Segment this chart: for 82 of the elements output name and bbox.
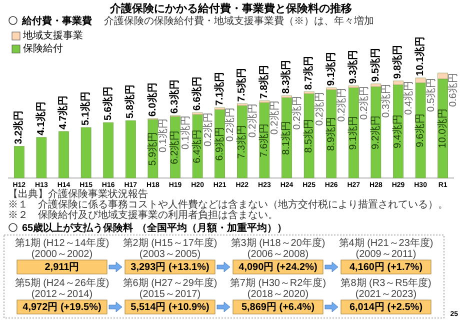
bar bbox=[304, 94, 314, 178]
data-label: 0.2兆円 bbox=[268, 100, 281, 135]
total-label: 9.3兆円 bbox=[347, 50, 360, 84]
total-label: 7.8兆円 bbox=[258, 64, 270, 99]
data-label: 8.9兆円 bbox=[324, 116, 337, 151]
total-label: 10.1兆円 bbox=[414, 36, 426, 76]
data-label: 9.2兆円 bbox=[369, 115, 382, 150]
data-label: 9.1兆円 bbox=[347, 116, 360, 150]
text: 4,090円 (+24.2%) bbox=[238, 262, 318, 273]
total-label: 5.1兆円 bbox=[80, 92, 92, 126]
data-label: 7.3兆円 bbox=[236, 124, 248, 159]
data-label: 0.2兆円 bbox=[246, 104, 258, 138]
category-label: 第7期 (H30～R2年度) (2018～2020) bbox=[230, 277, 326, 300]
data-label: 8.1兆円 bbox=[280, 120, 292, 155]
data-label: 8.5兆円 bbox=[302, 118, 315, 153]
chart-title: 介護保険にかかる給付費・事業費と保険料の推移 bbox=[109, 2, 352, 15]
data-label: 6.2兆円 bbox=[168, 130, 181, 164]
legend-label: 地域支援事業 bbox=[22, 30, 83, 42]
total-label: 6.3兆円 bbox=[168, 80, 181, 114]
data-label: 0.4兆円 bbox=[402, 80, 415, 115]
total-label: 9.5兆円 bbox=[369, 48, 382, 82]
category-label: 第3期 (H18～20年度) (2006～2008) bbox=[230, 237, 326, 260]
total-label: 5.6兆円 bbox=[102, 86, 114, 121]
total-label: 9.1兆円 bbox=[324, 52, 337, 86]
legend-label: 保険給付 bbox=[23, 42, 63, 54]
category-label: 第8期 (R3～R5年度) (2021～2023) bbox=[340, 277, 432, 300]
bar bbox=[14, 146, 24, 178]
data-label: 5.9兆円 bbox=[146, 132, 158, 166]
text: ※１ 介護保険に係る事務コストや人件費などは含まない（地方交付税により措置されている）。 bbox=[8, 198, 448, 210]
data-label: 0.5兆円 bbox=[424, 78, 437, 112]
text: 4,972円 (+19.5%) bbox=[22, 302, 102, 313]
data-label: 0.2兆円 bbox=[224, 108, 236, 142]
total-label: 7.1兆円 bbox=[213, 72, 226, 106]
bar bbox=[58, 131, 69, 178]
data-label: 0.1兆円 bbox=[157, 118, 170, 152]
text: 4,160円 (+1.7%) bbox=[349, 262, 423, 273]
data-label: 6.4兆円 bbox=[191, 129, 204, 164]
text: 介護保険の保険給付費・地域支援事業費（※）は、年々増加 bbox=[104, 15, 374, 27]
total-label: 6.6兆円 bbox=[191, 76, 204, 111]
data-label: 0.2兆円 bbox=[336, 88, 348, 122]
bar bbox=[259, 102, 270, 178]
total-label: 8.7兆円 bbox=[302, 56, 315, 90]
text: 6,014円 (+2.5%) bbox=[349, 302, 423, 313]
text: 2,911円 bbox=[44, 262, 80, 273]
category-label: 第4期 (H21～23年度) (2009～2011) bbox=[338, 237, 434, 260]
data-label: 0.3兆円 bbox=[380, 84, 392, 118]
category-label: 第2期 (H15～17年度) (2003～2005) bbox=[122, 237, 218, 260]
text: 65歳以上が支払う保険料 bbox=[22, 222, 134, 234]
data-label: 7.6兆円 bbox=[258, 123, 270, 158]
text: 5,514円 (+10.9%) bbox=[130, 302, 210, 313]
data-label: 6.9兆円 bbox=[213, 126, 226, 161]
data-label: 0.2兆円 bbox=[291, 96, 304, 130]
data-label: 0.1兆円 bbox=[180, 116, 192, 150]
total-label: 4.7兆円 bbox=[57, 96, 70, 130]
data-label: 0.2兆円 bbox=[313, 92, 326, 126]
data-label: 0.2兆円 bbox=[202, 112, 214, 147]
text: 3,293円 (+13.1%) bbox=[130, 262, 210, 273]
text: ※２ 保険給付及び地域支援事業の利用者負担は含まない。 bbox=[8, 209, 278, 221]
total-label: 6.0兆円 bbox=[146, 82, 158, 117]
bar bbox=[103, 122, 114, 178]
bar bbox=[80, 127, 92, 178]
text: 【出典】介護保険事業状況報告 bbox=[8, 188, 148, 200]
category-label: 第6期 (H27～29年度) (2015～2017) bbox=[122, 277, 218, 300]
bar bbox=[126, 120, 136, 178]
chart-subtitle: 給付費・事業費 bbox=[21, 15, 92, 27]
total-label: 7.5兆円 bbox=[236, 68, 248, 102]
data-label: 10.0兆円 bbox=[436, 108, 448, 148]
data-label: 9.4兆円 bbox=[392, 114, 404, 148]
data-label: 0.6兆円 bbox=[447, 73, 460, 107]
text: （全国平均（月額・加重平均）） bbox=[137, 222, 288, 234]
total-label: 9.8兆円 bbox=[392, 45, 404, 79]
category-label: 第5期 (H24～26年度) (2012～2014) bbox=[14, 277, 110, 300]
data-label: 0.2兆円 bbox=[358, 86, 370, 120]
total-label: 3.2兆円 bbox=[12, 110, 25, 144]
total-label: 5.8兆円 bbox=[124, 84, 136, 119]
bar bbox=[36, 137, 47, 178]
category-label: 第1期 (H12～14年度) (2000～2002) bbox=[14, 237, 110, 260]
data-label: 9.6兆円 bbox=[414, 114, 426, 148]
bar bbox=[370, 86, 382, 178]
text: 5,869円 (+6.4%) bbox=[241, 302, 315, 313]
total-label: 4.1兆円 bbox=[34, 101, 47, 136]
total-label: 8.3兆円 bbox=[280, 60, 292, 94]
